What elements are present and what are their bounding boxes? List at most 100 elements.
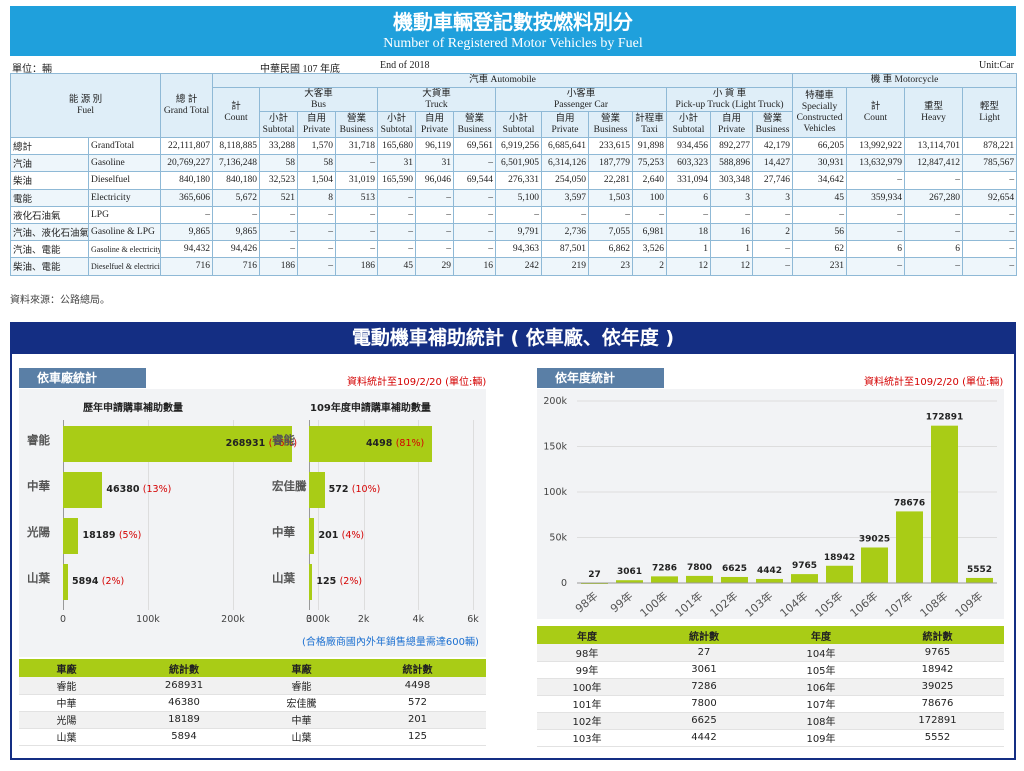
table-cell: – (212, 205, 261, 224)
table-cell: – (297, 205, 337, 224)
maker-count-cell: 268931 (114, 677, 254, 695)
year-bar (686, 575, 713, 583)
bar-pct: (2%) (339, 576, 363, 587)
table-cell: 42,179 (752, 136, 794, 156)
table-cell: 716 (212, 257, 261, 276)
maker-bar-label: 125 (2%) (316, 576, 362, 587)
table-cell: 12 (666, 257, 712, 276)
table-cell: 8,118,885 (212, 136, 261, 156)
bar-pct: (2%) (101, 576, 125, 587)
subheader-truck-business: 營業 Business (453, 111, 497, 138)
bar-pct: (4%) (341, 530, 365, 541)
header-automobile: 汽車 Automobile (212, 73, 794, 88)
table-cell: 878,221 (962, 136, 1018, 156)
table-cell: 165,590 (377, 171, 417, 190)
table-cell: – (335, 240, 379, 259)
table-cell: – (588, 205, 634, 224)
year-note: 資料統計至109/2/20 (單位:輛) (864, 377, 1004, 388)
table-cell: 34,642 (792, 171, 848, 190)
maker-x-tick: 200k (221, 614, 245, 625)
table-cell: 29 (415, 257, 455, 276)
table-cell: 588,896 (710, 154, 754, 173)
table-cell: 31 (377, 154, 417, 173)
year-table: 年度 統計數 年度 統計數 98年 27 104年 9765 99年 3061 105年 18… (537, 626, 1004, 747)
maker-count-cell: 4498 (349, 677, 486, 695)
table-cell: 7,055 (588, 222, 634, 242)
table-row: 睿能 4498 (254, 677, 486, 695)
table-cell: – (415, 205, 455, 224)
year-bar (651, 576, 678, 583)
year-table-head-count-2: 統計數 (871, 626, 1004, 644)
table-row: 總計 GrandTotal 22,111,807 8,118,885 33,288 1,5… (10, 136, 1018, 156)
table-cell: – (666, 205, 712, 224)
maker-cat-label: 宏佳騰 (272, 479, 307, 493)
table-cell: 31,019 (335, 171, 379, 190)
table-cell: 267,280 (904, 188, 964, 207)
table-cell: 6 (666, 188, 712, 207)
table-cell: 9,865 (212, 222, 261, 242)
table-cell: – (297, 240, 337, 259)
year-bar-label: 27 (588, 570, 601, 580)
table-cell: – (962, 171, 1018, 190)
row-label-en: Electricity (87, 188, 162, 207)
table-cell: 5,100 (495, 188, 543, 207)
maker-footnote: (合格廠商國內外年銷售總量需達600輛) (302, 637, 479, 648)
maker-bar (309, 564, 313, 600)
row-label-zh: 汽油、液化石油氣 (10, 222, 89, 242)
table-cell: 14,427 (752, 154, 794, 173)
year-bar (756, 578, 783, 583)
table-cell: 3,526 (632, 240, 668, 259)
table-cell: – (160, 205, 214, 224)
table-row: 100年 7286 106年 39025 (537, 678, 1004, 696)
maker-bar (309, 518, 315, 554)
year-y-tick: 150k (543, 442, 567, 453)
maker-count-cell: 125 (349, 728, 486, 746)
table-cell: 56 (792, 222, 848, 242)
year-bar-label: 39025 (859, 534, 890, 544)
table-cell: – (453, 222, 497, 242)
table-cell: 31,718 (335, 136, 379, 156)
bar-pct: (76%) (268, 438, 298, 449)
subheader-bus-private: 自用 Private (297, 111, 337, 138)
year-bar-label: 4442 (757, 566, 782, 576)
maker-bar (63, 564, 68, 600)
table-cell: – (415, 240, 455, 259)
table-cell: – (752, 257, 794, 276)
table-row: 光陽 18189 (19, 711, 254, 729)
maker-bar-label: 4498 (81%) (366, 438, 424, 449)
table-cell: 6,501,905 (495, 154, 543, 173)
maker-table-alltime: 車廠 統計數 睿能 268931 中華 46380 光陽 18189 山葉 5894 (19, 659, 254, 746)
maker-grid-line (233, 420, 234, 610)
year-count-cell: 18942 (871, 661, 1004, 679)
year-tab[interactable]: 依年度統計 (537, 368, 664, 388)
fuel-table-body: 總計 GrandTotal 22,111,807 8,118,885 33,288 1,5… (10, 136, 1018, 276)
table-cell: – (904, 171, 964, 190)
year-cell: 102年 (537, 712, 637, 730)
maker-chart-title-0: 歷年申請購車補助數量 (83, 403, 183, 414)
year-bar-label: 6625 (722, 564, 747, 574)
maker-tab[interactable]: 依車廠統計 (19, 368, 146, 388)
maker-count-cell: 5894 (114, 728, 254, 746)
maker-cat-label: 山葉 (272, 571, 295, 585)
table-cell: – (259, 205, 299, 224)
maker-bar-label: 268931 (76%) (226, 438, 298, 449)
table-cell: 603,323 (666, 154, 712, 173)
bar-value: 572 (328, 484, 349, 495)
maker-table-head-count: 統計數 (114, 659, 254, 677)
year-count-cell: 78676 (871, 695, 1004, 713)
header-moto-count: 計 Count (846, 87, 906, 138)
maker-y-axis (63, 420, 64, 610)
table-cell: 94,363 (495, 240, 543, 259)
maker-cat-label: 睿能 (27, 433, 50, 447)
table-cell: – (297, 222, 337, 242)
table-cell: – (904, 257, 964, 276)
header-bus: 大客車 Bus (259, 87, 379, 112)
row-label-zh: 汽油、電能 (10, 240, 89, 259)
year-bar-label: 5552 (967, 565, 992, 575)
maker-name-cell: 中華 (19, 694, 114, 712)
table-row: 宏佳騰 572 (254, 694, 486, 712)
year-count-cell: 172891 (871, 712, 1004, 730)
table-cell: – (377, 222, 417, 242)
year-cell: 108年 (771, 712, 871, 730)
table-cell: – (453, 205, 497, 224)
